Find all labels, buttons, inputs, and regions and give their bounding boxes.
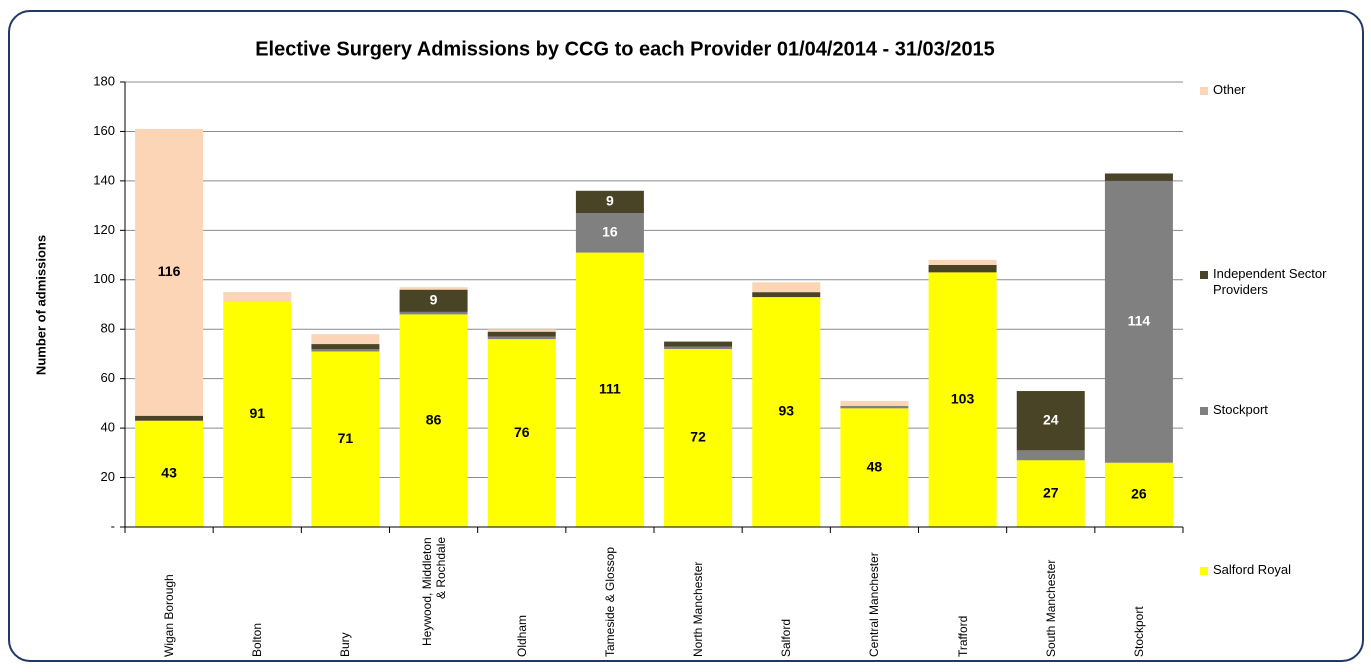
bar-segment xyxy=(840,408,909,527)
y-tick-label: 140 xyxy=(93,172,115,187)
x-tick-label: Trafford xyxy=(955,615,970,657)
y-tick-label: 180 xyxy=(93,73,115,88)
x-tick-label: Tameside & Glossop xyxy=(602,546,617,657)
legend-label: Salford Royal xyxy=(1213,562,1292,577)
bar-segment xyxy=(752,282,821,293)
bar-segment xyxy=(487,329,556,332)
data-label: 103 xyxy=(951,390,975,406)
bar-segment xyxy=(1016,391,1085,451)
bar-segment xyxy=(311,334,380,345)
x-tick-label: South Manchester xyxy=(1043,559,1058,657)
legend-label: Stockport xyxy=(1213,402,1268,417)
y-tick-label: 40 xyxy=(101,420,115,435)
bar-segment xyxy=(1104,462,1173,527)
data-label: 91 xyxy=(249,405,265,421)
x-tick-label: Central Manchester xyxy=(867,552,882,657)
data-label: 114 xyxy=(1128,313,1151,329)
x-tick-label: Bury xyxy=(338,632,353,657)
bar-segment xyxy=(1016,450,1085,461)
x-tick-label: Heywood, Middleton & Rochdale xyxy=(419,537,448,646)
bar-segment xyxy=(575,190,644,214)
legend-label: Other xyxy=(1213,82,1246,97)
bar-segment xyxy=(1104,180,1173,463)
bar-segment xyxy=(487,331,556,337)
bar-segment xyxy=(487,339,556,527)
x-tick-label: North Manchester xyxy=(691,561,706,657)
chart-title: Elective Surgery Admissions by CCG to ea… xyxy=(255,38,995,60)
bar-segment xyxy=(752,292,821,298)
bar-segment xyxy=(575,252,644,528)
y-axis-label: Number of admissions xyxy=(33,235,48,375)
data-label: 43 xyxy=(161,465,177,481)
data-label: 86 xyxy=(426,411,442,427)
bar-segment xyxy=(311,344,380,349)
bar-segment xyxy=(311,351,380,527)
bar-segment xyxy=(664,349,733,527)
data-label: 93 xyxy=(778,403,794,419)
bar-segment xyxy=(135,128,204,416)
bar-segment xyxy=(1016,460,1085,527)
bar-segment xyxy=(223,302,292,527)
data-label: 26 xyxy=(1131,486,1147,502)
legend-swatch xyxy=(1200,271,1208,279)
legend-swatch xyxy=(1200,87,1208,95)
x-tick-label: Bolton xyxy=(250,622,265,657)
y-tick-label: 120 xyxy=(93,222,115,237)
bar-segment xyxy=(664,341,733,347)
y-tick-label: - xyxy=(111,518,115,533)
y-tick-label: 160 xyxy=(93,123,115,138)
bar-segment xyxy=(928,260,997,265)
bar-segment xyxy=(487,336,556,340)
data-label: 76 xyxy=(514,424,530,440)
bar-segment xyxy=(399,289,468,312)
legend-label: Independent Sector Providers xyxy=(1213,266,1327,297)
data-label: 72 xyxy=(690,429,706,445)
bar-segment xyxy=(752,297,821,527)
data-label: 48 xyxy=(867,458,883,474)
bar-segment xyxy=(135,420,204,527)
bar-segment xyxy=(135,415,204,421)
x-tick-label: Salford xyxy=(779,618,794,657)
y-tick-label: 80 xyxy=(101,321,115,336)
bar-segment xyxy=(928,272,997,527)
data-label: 24 xyxy=(1043,411,1059,427)
data-label: 9 xyxy=(430,291,438,307)
data-label: 116 xyxy=(158,263,181,279)
bar-segment xyxy=(840,405,909,409)
data-label: 16 xyxy=(602,224,618,240)
bar-segment xyxy=(575,213,644,253)
bar-segment xyxy=(223,292,292,303)
bar-segment xyxy=(840,400,909,406)
data-label: 71 xyxy=(338,430,354,446)
y-tick-label: 100 xyxy=(93,271,115,286)
x-tick-label: Oldham xyxy=(514,614,529,657)
bar-segment xyxy=(311,349,380,352)
data-label: 111 xyxy=(599,380,621,396)
chart-frame xyxy=(8,10,1364,662)
data-label: 27 xyxy=(1043,484,1059,500)
bar-segment xyxy=(399,287,468,290)
y-tick-label: 60 xyxy=(101,370,115,385)
y-tick-label: 20 xyxy=(101,469,115,484)
x-tick-label: Stockport xyxy=(1131,606,1146,657)
bar-segment xyxy=(399,311,468,315)
legend-swatch xyxy=(1200,567,1208,575)
bar-segment xyxy=(399,314,468,527)
legend-swatch xyxy=(1200,407,1208,415)
data-label: 9 xyxy=(606,193,614,209)
bar-segment xyxy=(1104,173,1173,181)
bar-segment xyxy=(928,264,997,273)
bar-segment xyxy=(664,346,733,349)
x-tick-label: Wigan Borough xyxy=(162,574,177,657)
